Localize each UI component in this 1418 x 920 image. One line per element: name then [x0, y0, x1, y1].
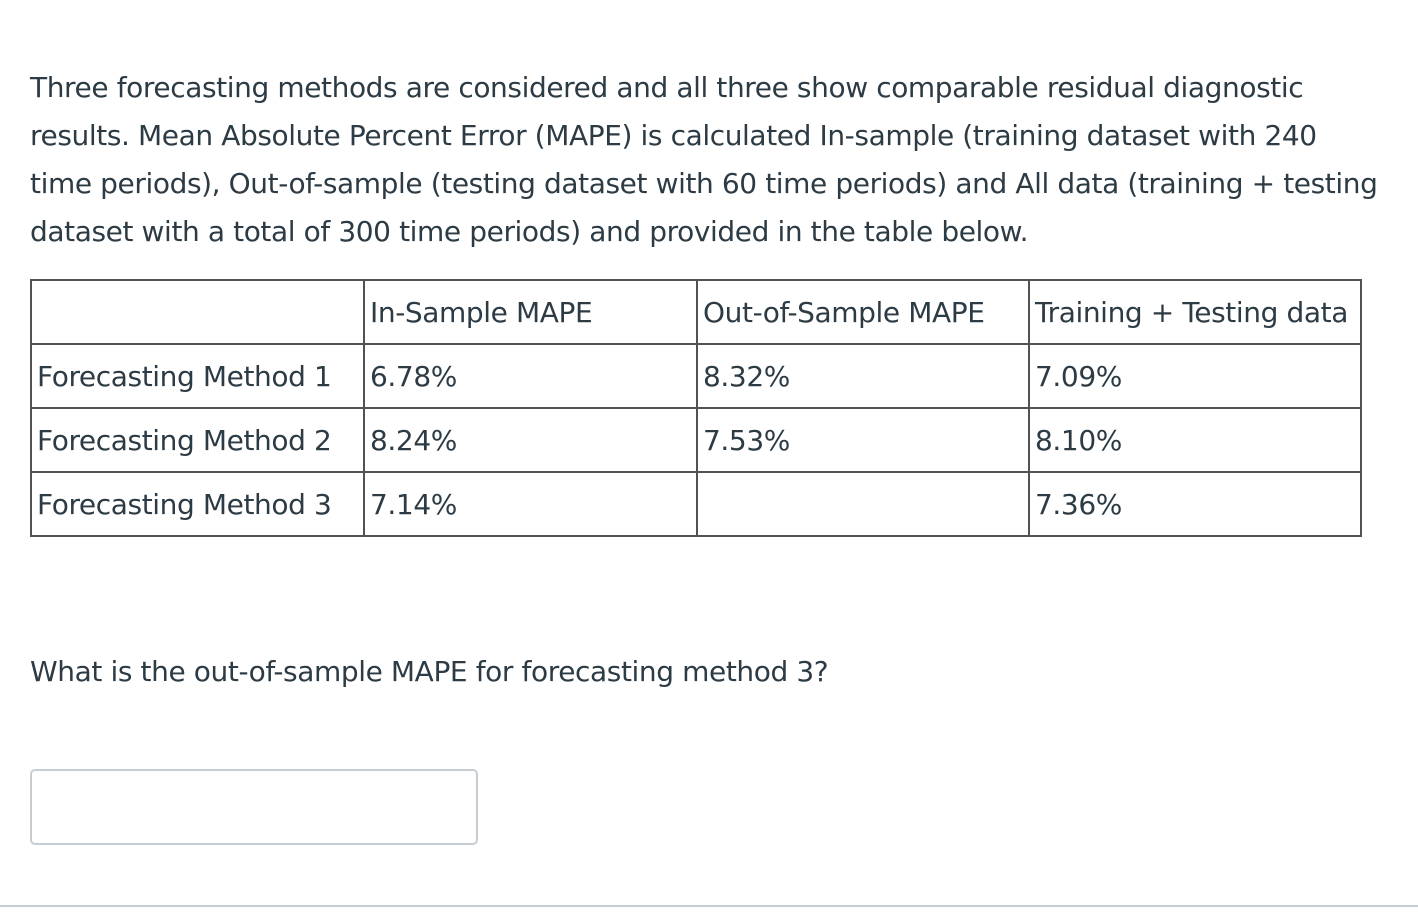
- table-row: Forecasting Method 3 7.14% 7.36%: [30, 471, 1362, 537]
- row-label: Forecasting Method 1: [30, 343, 365, 409]
- header-cell-empty: [30, 279, 365, 345]
- mape-table: In-Sample MAPE Out-of-Sample MAPE Traini…: [30, 279, 1362, 537]
- question-text: Three forecasting methods are considered…: [30, 71, 1378, 248]
- out-of-sample-cell: [696, 471, 1030, 537]
- header-cell-in-sample: In-Sample MAPE: [363, 279, 698, 345]
- bottom-divider: [0, 905, 1418, 907]
- prompt-text: What is the out-of-sample MAPE for forec…: [30, 655, 829, 688]
- row-label: Forecasting Method 2: [30, 407, 365, 473]
- header-cell-training-testing: Training + Testing data: [1028, 279, 1362, 345]
- table-row: Forecasting Method 1 6.78% 8.32% 7.09%: [30, 343, 1362, 409]
- answer-input[interactable]: [30, 769, 478, 845]
- header-cell-out-of-sample: Out-of-Sample MAPE: [696, 279, 1030, 345]
- table-header-row: In-Sample MAPE Out-of-Sample MAPE Traini…: [30, 279, 1362, 345]
- out-of-sample-cell: 7.53%: [696, 407, 1030, 473]
- out-of-sample-cell: 8.32%: [696, 343, 1030, 409]
- training-testing-cell: 7.09%: [1028, 343, 1362, 409]
- in-sample-cell: 7.14%: [363, 471, 698, 537]
- table-row: Forecasting Method 2 8.24% 7.53% 8.10%: [30, 407, 1362, 473]
- in-sample-cell: 8.24%: [363, 407, 698, 473]
- row-label: Forecasting Method 3: [30, 471, 365, 537]
- training-testing-cell: 8.10%: [1028, 407, 1362, 473]
- training-testing-cell: 7.36%: [1028, 471, 1362, 537]
- in-sample-cell: 6.78%: [363, 343, 698, 409]
